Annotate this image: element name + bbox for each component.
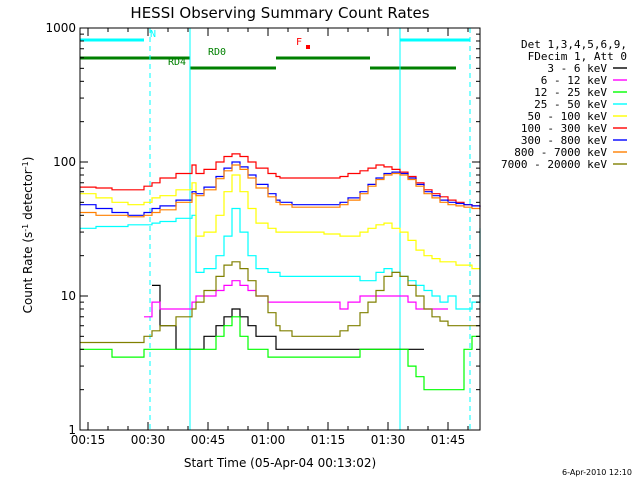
x-tick-label: 01:00	[251, 433, 286, 447]
y-tick-label: 1000	[45, 21, 76, 35]
status-bar-label: F	[296, 37, 302, 48]
series-lines	[80, 153, 481, 391]
legend-header: FDecim 1, Att 0	[528, 50, 627, 63]
y-tick-label: 1	[68, 423, 76, 437]
legend-header: Det 1,3,4,5,6,9,	[521, 38, 627, 51]
x-tick-label: 00:30	[131, 433, 166, 447]
legend-label: 800 - 7000 keV	[514, 146, 607, 159]
flag-marker	[306, 45, 310, 49]
legend-label: 25 - 50 keV	[534, 98, 607, 111]
plot-frame	[79, 27, 481, 431]
x-tick-label: 00:45	[191, 433, 226, 447]
y-tick-label: 100	[53, 155, 76, 169]
series-line	[80, 316, 480, 391]
x-axis-label: Start Time (05-Apr-04 00:13:02)	[184, 456, 376, 470]
chart-title: HESSI Observing Summary Count Rates	[130, 4, 429, 22]
legend-label: 50 - 100 keV	[528, 110, 608, 123]
status-bar-label: N	[150, 29, 156, 40]
y-axis-label: Count Rate (s-1 detector-1)	[21, 157, 35, 314]
legend-label: 100 - 300 keV	[521, 122, 607, 135]
x-tick-label: 01:30	[371, 433, 406, 447]
legend-label: 300 - 800 keV	[521, 134, 607, 147]
x-tick-label: 01:45	[431, 433, 466, 447]
series-line	[80, 153, 481, 208]
legend-label: 6 - 12 keV	[541, 74, 608, 87]
x-tick-label: 00:15	[71, 433, 106, 447]
legend-label: 12 - 25 keV	[534, 86, 607, 99]
status-bars: N RD0 RD4 F	[80, 29, 470, 70]
status-bar-label: RD4	[168, 57, 186, 68]
legend-label: 7000 - 20000 keV	[501, 158, 607, 171]
legend: Det 1,3,4,5,6,9,FDecim 1, Att 03 - 6 keV…	[501, 38, 627, 171]
series-line	[80, 174, 480, 270]
axes: 00:15 00:30 00:45 01:00 01:15 01:30 01:45 1 10 10…	[45, 21, 480, 447]
series-line	[80, 261, 480, 344]
series-line	[152, 284, 424, 350]
series-line	[80, 161, 481, 216]
timestamp: 6-Apr-2010 12:10	[562, 468, 632, 477]
series-line	[80, 164, 481, 218]
time-markers	[149, 28, 471, 430]
legend-label: 3 - 6 keV	[547, 62, 607, 75]
series-line	[80, 207, 481, 310]
y-tick-label: 10	[61, 289, 76, 303]
status-bar-label: RD0	[208, 47, 226, 58]
x-tick-label: 01:15	[311, 433, 346, 447]
